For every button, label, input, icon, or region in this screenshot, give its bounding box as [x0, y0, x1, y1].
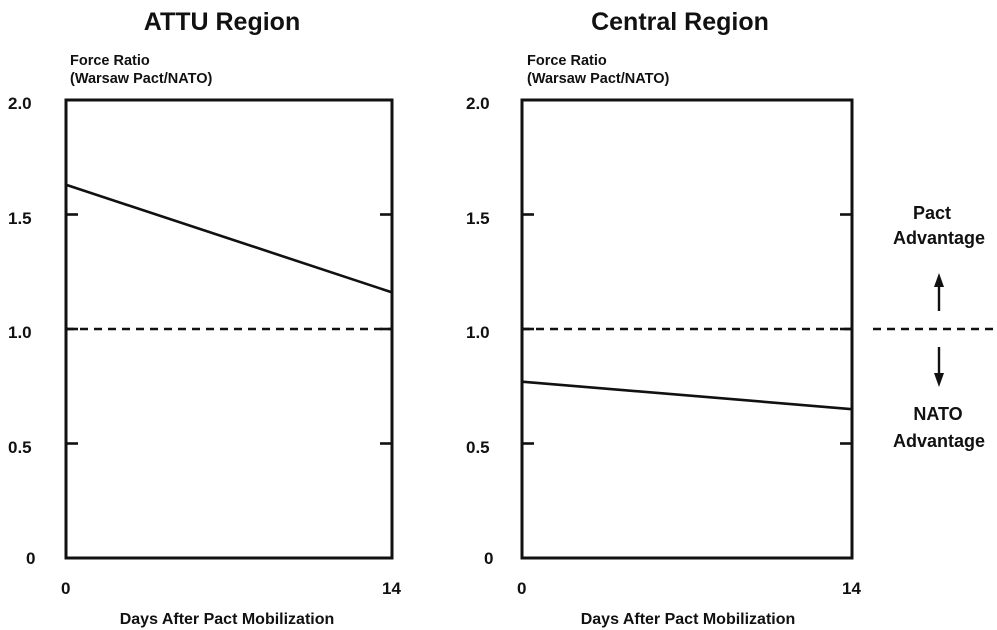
- central-ylabel-line-1: Force Ratio: [527, 53, 607, 69]
- central-ytick-label-2.0: 2.0: [466, 94, 490, 113]
- attu-ylabel-line-1: Force Ratio: [70, 53, 150, 69]
- pact-advantage-label-line-1: Pact: [913, 203, 951, 223]
- down-arrow-icon: [934, 373, 944, 387]
- nato-advantage-label-line-2: Advantage: [893, 431, 985, 451]
- attu-region-title: ATTU Region: [144, 8, 300, 36]
- central-chart-marks: [521, 213, 853, 445]
- attu-ylabel-line-2: (Warsaw Pact/NATO): [70, 71, 213, 87]
- central-ytick-label-1.0: 1.0: [466, 323, 490, 342]
- attu-ytick-label-0.5: 0.5: [8, 438, 32, 457]
- central-ytick-label-1.5: 1.5: [466, 209, 490, 228]
- central-ytick-label-0: 0: [484, 549, 493, 568]
- attu-xlabel: Days After Pact Mobilization: [120, 611, 335, 628]
- central-region-panel: Central Region Force Ratio (Warsaw Pact/…: [466, 8, 861, 628]
- central-xtick-label-0: 0: [517, 579, 526, 598]
- attu-force-ratio-line: [65, 183, 393, 294]
- attu-chart-marks: [65, 183, 393, 445]
- attu-xtick-label-14: 14: [382, 579, 401, 598]
- central-ytick-label-0.5: 0.5: [466, 438, 490, 457]
- pact-advantage-label-line-2: Advantage: [893, 228, 985, 248]
- attu-ytick-label-1.5: 1.5: [8, 209, 32, 228]
- central-force-ratio-line: [521, 380, 853, 411]
- attu-xtick-label-0: 0: [61, 579, 70, 598]
- nato-advantage-label-line-1: NATO: [913, 404, 962, 424]
- central-xlabel: Days After Pact Mobilization: [581, 611, 796, 628]
- attu-region-panel: ATTU Region Force Ratio (Warsaw Pact/NAT…: [8, 8, 401, 628]
- central-xtick-label-14: 14: [842, 579, 861, 598]
- up-arrow-icon: [934, 273, 944, 287]
- attu-ytick-label-1.0: 1.0: [8, 323, 32, 342]
- attu-ytick-label-2.0: 2.0: [8, 94, 32, 113]
- advantage-annotation: Pact Advantage NATO Advantage: [873, 203, 993, 451]
- central-ylabel-line-2: (Warsaw Pact/NATO): [527, 71, 670, 87]
- central-region-title: Central Region: [591, 8, 769, 36]
- attu-ytick-label-0: 0: [26, 549, 35, 568]
